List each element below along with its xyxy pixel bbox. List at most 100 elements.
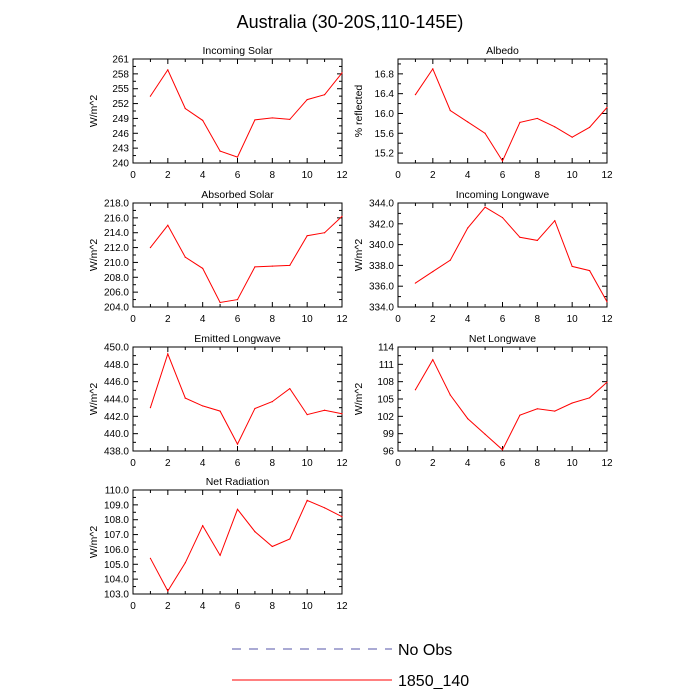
y-tick-label: 448.0 bbox=[104, 360, 129, 371]
series-line-1850-140 bbox=[149, 352, 343, 446]
data-point bbox=[519, 236, 521, 238]
data-point bbox=[323, 232, 326, 234]
x-tick-label: 4 bbox=[200, 601, 206, 612]
series-line-1850-140 bbox=[149, 68, 343, 158]
x-tick-label: 0 bbox=[395, 314, 401, 325]
panel-title: Albedo bbox=[486, 45, 519, 57]
x-tick-label: 2 bbox=[165, 458, 171, 469]
y-tick-label: 336.0 bbox=[369, 282, 394, 293]
y-tick-label: 15.6 bbox=[375, 129, 395, 140]
y-tick-label: 450.0 bbox=[104, 343, 129, 354]
data-point bbox=[184, 107, 186, 110]
x-tick-label: 12 bbox=[601, 170, 613, 181]
data-point bbox=[271, 117, 273, 119]
y-axis-label: W/m^2 bbox=[353, 383, 365, 416]
data-point bbox=[501, 160, 504, 162]
panel-frame bbox=[397, 346, 608, 452]
panel-emitted-longwave: Emitted Longwave W/m^2 0 2 4 6 8 10 12 438.0 440.0… bbox=[88, 333, 348, 469]
data-point bbox=[449, 259, 451, 261]
data-point bbox=[588, 270, 591, 272]
y-tick-label: 208.0 bbox=[104, 273, 129, 284]
panel-albedo: Albedo % reflected 0 2 4 6 8 10 12 15.2 15.6 16.0 16… bbox=[353, 45, 613, 181]
y-tick-label: 107.0 bbox=[104, 530, 129, 541]
x-tick-label: 2 bbox=[430, 458, 436, 469]
data-point bbox=[341, 516, 343, 518]
data-point bbox=[414, 94, 417, 96]
y-tick-label: 334.0 bbox=[369, 303, 394, 314]
data-point bbox=[289, 388, 291, 390]
y-tick-label: 438.0 bbox=[104, 447, 129, 458]
data-point bbox=[414, 389, 417, 391]
series-line-1850-140 bbox=[149, 499, 343, 593]
data-point bbox=[271, 265, 273, 267]
panel-title: Incoming Longwave bbox=[456, 189, 550, 201]
data-point bbox=[167, 69, 169, 71]
data-point bbox=[536, 117, 538, 120]
x-tick-label: 4 bbox=[200, 314, 206, 325]
data-point bbox=[588, 126, 591, 128]
panel-title: Emitted Longwave bbox=[194, 333, 281, 345]
y-tick-label: 252 bbox=[112, 99, 129, 110]
panel-frame bbox=[397, 202, 608, 308]
y-axis-label: W/m^2 bbox=[88, 383, 100, 416]
data-point bbox=[467, 121, 469, 123]
y-tick-label: 206.0 bbox=[104, 288, 129, 299]
x-tick-label: 12 bbox=[336, 170, 348, 181]
y-axis-label: W/m^2 bbox=[88, 95, 100, 128]
y-tick-label: 108 bbox=[377, 377, 394, 388]
x-tick-label: 10 bbox=[302, 314, 314, 325]
y-tick-label: 249 bbox=[112, 114, 129, 125]
data-point bbox=[149, 246, 152, 249]
x-tick-label: 0 bbox=[130, 170, 136, 181]
legend-label-no-obs: No Obs bbox=[398, 642, 452, 659]
x-tick-label: 0 bbox=[130, 458, 136, 469]
x-tick-label: 4 bbox=[200, 170, 206, 181]
y-tick-label: 204.0 bbox=[104, 303, 129, 314]
panel-net-radiation: Net Radiation W/m^2 0 2 4 6 8 10 12 103.0 104.0 105… bbox=[88, 476, 348, 612]
data-point bbox=[341, 215, 343, 217]
data-point bbox=[484, 206, 486, 208]
x-tick-label: 2 bbox=[430, 314, 436, 325]
y-tick-label: 258 bbox=[112, 69, 129, 80]
data-point bbox=[236, 156, 239, 158]
y-tick-label: 240 bbox=[112, 159, 129, 170]
x-tick-label: 0 bbox=[130, 601, 136, 612]
panel-absorbed-solar: Absorbed Solar W/m^2 0 2 4 6 8 10 12 204.0 206.0 20… bbox=[88, 189, 348, 325]
x-tick-label: 4 bbox=[465, 458, 471, 469]
data-point bbox=[202, 525, 204, 527]
y-tick-label: 255 bbox=[112, 84, 129, 95]
x-tick-label: 10 bbox=[567, 314, 579, 325]
data-point bbox=[236, 443, 239, 445]
data-point bbox=[554, 126, 556, 128]
y-tick-label: 105.0 bbox=[104, 560, 129, 571]
data-point bbox=[271, 401, 273, 403]
panel-incoming-longwave: Incoming Longwave W/m^2 0 2 4 6 8 10 12 334.0 336.… bbox=[353, 189, 613, 325]
data-point bbox=[306, 99, 308, 101]
panel-title: Net Longwave bbox=[469, 333, 536, 345]
x-tick-label: 2 bbox=[165, 601, 171, 612]
x-tick-label: 12 bbox=[336, 458, 348, 469]
data-point bbox=[571, 265, 573, 268]
data-point bbox=[219, 554, 221, 556]
data-point bbox=[536, 408, 538, 410]
y-tick-label: 103.0 bbox=[104, 590, 129, 601]
data-point bbox=[323, 94, 326, 96]
y-tick-label: 338.0 bbox=[369, 261, 394, 272]
data-point bbox=[606, 301, 608, 303]
y-axis-label: W/m^2 bbox=[353, 239, 365, 272]
data-point bbox=[414, 282, 417, 284]
y-tick-label: 102 bbox=[377, 412, 394, 423]
x-tick-label: 8 bbox=[535, 170, 541, 181]
figure-title: Australia (30-20S,110-145E) bbox=[237, 12, 464, 32]
data-point bbox=[484, 132, 486, 134]
y-tick-label: 440.0 bbox=[104, 429, 129, 440]
data-point bbox=[571, 402, 573, 404]
y-tick-label: 344.0 bbox=[369, 199, 394, 210]
y-tick-label: 243 bbox=[112, 144, 129, 155]
x-tick-label: 10 bbox=[567, 458, 579, 469]
x-tick-label: 8 bbox=[535, 314, 541, 325]
x-tick-label: 6 bbox=[235, 314, 241, 325]
x-tick-label: 2 bbox=[430, 170, 436, 181]
